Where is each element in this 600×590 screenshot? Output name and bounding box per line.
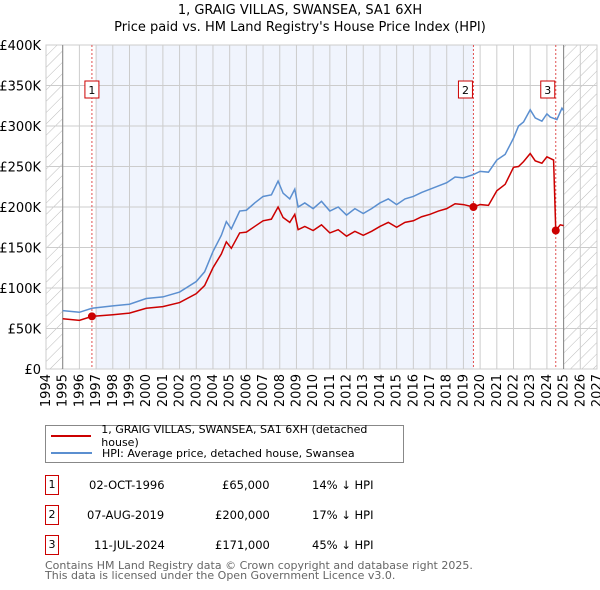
x-tick-label: 2027: [590, 374, 600, 407]
footer-licence: This data is licensed under the Open Gov…: [45, 569, 396, 582]
sale-label: 3: [544, 84, 551, 97]
hpi-series-line: [62, 106, 565, 314]
x-tick-label: 1999: [122, 374, 137, 407]
legend-swatch-hpi: [51, 452, 92, 454]
x-tick-label: 2000: [139, 374, 154, 407]
x-tick-label: 2020: [473, 374, 488, 407]
x-tick-label: 2005: [223, 374, 238, 407]
y-tick-label: £100K: [0, 282, 41, 297]
x-tick-label: 2022: [507, 374, 522, 407]
x-tick-label: 2014: [373, 374, 388, 407]
price-chart: £0 £50K £100K £150K £200K £250K £300K £350K £400…: [0, 39, 600, 407]
sale-date: 02-OCT-1996: [89, 478, 165, 492]
sale-date: 11-JUL-2024: [94, 538, 165, 552]
x-tick-label: 2021: [490, 374, 505, 407]
y-tick-label: £400K: [0, 39, 41, 54]
sale-price: £200,000: [215, 508, 270, 522]
x-tick-label: 1995: [56, 374, 71, 407]
legend: 1, GRAIG VILLAS, SWANSEA, SA1 6XH (detac…: [45, 423, 404, 463]
x-tick-label: 2001: [156, 374, 171, 407]
x-tick-label: 2023: [523, 374, 538, 407]
sale-label: 1: [88, 84, 95, 97]
sale-hpi-diff: 45% ↓ HPI: [312, 538, 374, 552]
x-tick-label: 2026: [573, 374, 588, 407]
sale-point: [469, 203, 478, 211]
x-tick-label: 2019: [456, 374, 471, 407]
y-tick-label: £250K: [0, 161, 41, 176]
x-tick-label: 2006: [239, 374, 254, 407]
property-series-line: [62, 152, 564, 322]
y-tick-label: £50K: [8, 323, 42, 338]
x-tick-label: 2025: [557, 374, 572, 407]
footer-copyright: Contains HM Land Registry data © Crown c…: [45, 559, 473, 572]
table-row: 1 02-OCT-1996 £65,000 14% ↓ HPI: [45, 475, 445, 495]
sale-point: [87, 312, 96, 321]
y-tick-label: £0: [24, 363, 41, 378]
x-tick-label: 2018: [440, 374, 455, 407]
x-tick-label: 1997: [89, 374, 104, 407]
x-tick-label: 1998: [106, 374, 121, 407]
chart-subtitle: Price paid vs. HM Land Registry's House …: [114, 20, 486, 35]
x-tick-label: 2024: [540, 374, 555, 407]
legend-hpi-label: HPI: Average price, detached house, Swan…: [102, 446, 355, 460]
x-tick-label: 1994: [39, 374, 54, 407]
x-tick-label: 2016: [406, 374, 421, 407]
x-tick-label: 2002: [173, 374, 188, 407]
sale-badge: 1: [45, 475, 59, 495]
y-tick-label: £300K: [0, 120, 41, 135]
sale-point: [551, 226, 560, 235]
x-tick-label: 2015: [390, 374, 405, 407]
table-row: 3 11-JUL-2024 £171,000 45% ↓ HPI: [45, 535, 445, 555]
y-tick-label: £350K: [0, 80, 41, 95]
x-tick-label: 2008: [273, 374, 288, 407]
footer: Contains HM Land Registry data © Crown c…: [45, 559, 473, 582]
x-tick-label: 2003: [189, 374, 204, 407]
x-tick-label: 2007: [256, 374, 271, 407]
x-tick-label: 2004: [206, 374, 221, 407]
x-tick-label: 2010: [306, 374, 321, 407]
x-tick-label: 2009: [289, 374, 304, 407]
sale-label-box: [84, 80, 100, 99]
x-tick-label: 1996: [72, 374, 87, 407]
table-row: 2 07-AUG-2019 £200,000 17% ↓ HPI: [45, 505, 445, 525]
sale-label-box: [457, 80, 473, 99]
sale-label: 2: [462, 84, 469, 97]
sale-price: £171,000: [215, 538, 270, 552]
sale-label-box: [540, 80, 556, 99]
x-tick-label: 2017: [423, 374, 438, 407]
x-tick-label: 2013: [356, 374, 371, 407]
x-tick-label: 2011: [323, 374, 338, 407]
legend-property-label: 1, GRAIG VILLAS, SWANSEA, SA1 6XH (detac…: [101, 423, 368, 449]
sale-hpi-diff: 17% ↓ HPI: [312, 508, 374, 522]
sale-badge: 2: [45, 505, 59, 525]
chart-title: 1, GRAIG VILLAS, SWANSEA, SA1 6XH: [177, 3, 423, 18]
y-tick-label: £150K: [0, 242, 41, 257]
y-tick-label: £200K: [0, 201, 41, 216]
sale-date: 07-AUG-2019: [87, 508, 165, 522]
x-tick-label: 2012: [340, 374, 355, 407]
legend-swatch-property: [51, 435, 92, 437]
sale-price: £65,000: [222, 478, 270, 492]
sale-badge: 3: [45, 535, 59, 555]
sale-hpi-diff: 14% ↓ HPI: [312, 478, 374, 492]
